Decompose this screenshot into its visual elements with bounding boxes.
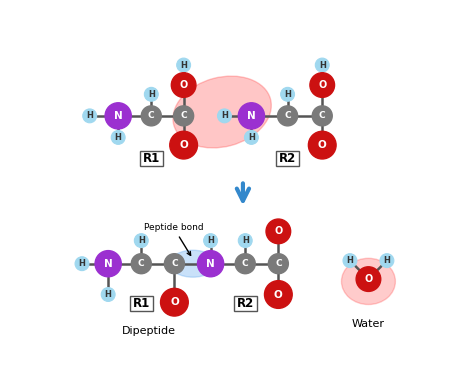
Circle shape — [312, 106, 332, 126]
Circle shape — [218, 109, 231, 123]
Text: O: O — [179, 140, 188, 150]
Ellipse shape — [173, 76, 271, 148]
Circle shape — [161, 288, 188, 316]
Circle shape — [278, 106, 298, 126]
Text: H: H — [79, 259, 85, 268]
Circle shape — [309, 131, 336, 159]
Text: H: H — [319, 61, 326, 69]
Circle shape — [204, 234, 218, 248]
Circle shape — [281, 87, 294, 101]
Text: R1: R1 — [133, 297, 150, 310]
Text: O: O — [274, 226, 283, 236]
Text: Water: Water — [352, 319, 385, 329]
Text: H: H — [105, 290, 111, 299]
Text: H: H — [180, 61, 187, 69]
Circle shape — [198, 251, 224, 277]
FancyBboxPatch shape — [234, 296, 257, 312]
Text: Dipeptide: Dipeptide — [122, 326, 176, 336]
Circle shape — [105, 103, 131, 129]
Text: C: C — [242, 259, 248, 268]
Circle shape — [238, 234, 252, 248]
Text: H: H — [383, 256, 391, 265]
Text: H: H — [284, 90, 291, 99]
Circle shape — [145, 87, 158, 101]
Ellipse shape — [170, 250, 216, 277]
Circle shape — [264, 281, 292, 308]
Text: C: C — [138, 259, 145, 268]
Circle shape — [164, 254, 184, 274]
Text: R1: R1 — [143, 152, 160, 165]
Circle shape — [131, 254, 151, 274]
Text: R2: R2 — [237, 297, 254, 310]
Circle shape — [266, 219, 291, 244]
Text: C: C — [148, 111, 155, 120]
Circle shape — [238, 103, 264, 129]
Text: C: C — [180, 111, 187, 120]
Circle shape — [380, 254, 394, 268]
Text: H: H — [115, 133, 122, 142]
Circle shape — [170, 131, 198, 159]
FancyBboxPatch shape — [276, 151, 299, 166]
Text: H: H — [148, 90, 155, 99]
Text: C: C — [284, 111, 291, 120]
Text: C: C — [275, 259, 282, 268]
Text: N: N — [206, 259, 215, 269]
Circle shape — [134, 234, 148, 248]
Text: H: H — [346, 256, 354, 265]
Text: N: N — [104, 259, 112, 269]
FancyBboxPatch shape — [140, 151, 163, 166]
Circle shape — [177, 58, 191, 72]
Circle shape — [356, 267, 381, 291]
Text: O: O — [170, 297, 179, 307]
Text: H: H — [207, 236, 214, 245]
Text: O: O — [180, 80, 188, 90]
Text: O: O — [318, 80, 327, 90]
Circle shape — [171, 73, 196, 97]
Circle shape — [343, 254, 357, 268]
Text: H: H — [86, 111, 93, 120]
Ellipse shape — [341, 258, 395, 305]
Text: O: O — [274, 289, 283, 300]
Text: H: H — [242, 236, 249, 245]
Text: O: O — [318, 140, 327, 150]
Circle shape — [268, 254, 288, 274]
FancyBboxPatch shape — [130, 296, 153, 312]
Text: R2: R2 — [279, 152, 296, 165]
Circle shape — [95, 251, 121, 277]
Circle shape — [75, 257, 89, 271]
Text: H: H — [221, 111, 228, 120]
Text: C: C — [319, 111, 326, 120]
Circle shape — [315, 58, 329, 72]
Text: Peptide bond: Peptide bond — [144, 223, 203, 255]
Text: H: H — [138, 236, 145, 245]
Circle shape — [101, 288, 115, 301]
Circle shape — [141, 106, 161, 126]
Circle shape — [173, 106, 194, 126]
Text: C: C — [171, 259, 178, 268]
Text: O: O — [365, 274, 373, 284]
Text: N: N — [247, 111, 256, 121]
Text: H: H — [248, 133, 255, 142]
Circle shape — [245, 130, 258, 144]
Circle shape — [83, 109, 97, 123]
Circle shape — [111, 130, 125, 144]
Circle shape — [310, 73, 335, 97]
Text: N: N — [114, 111, 123, 121]
Circle shape — [235, 254, 255, 274]
